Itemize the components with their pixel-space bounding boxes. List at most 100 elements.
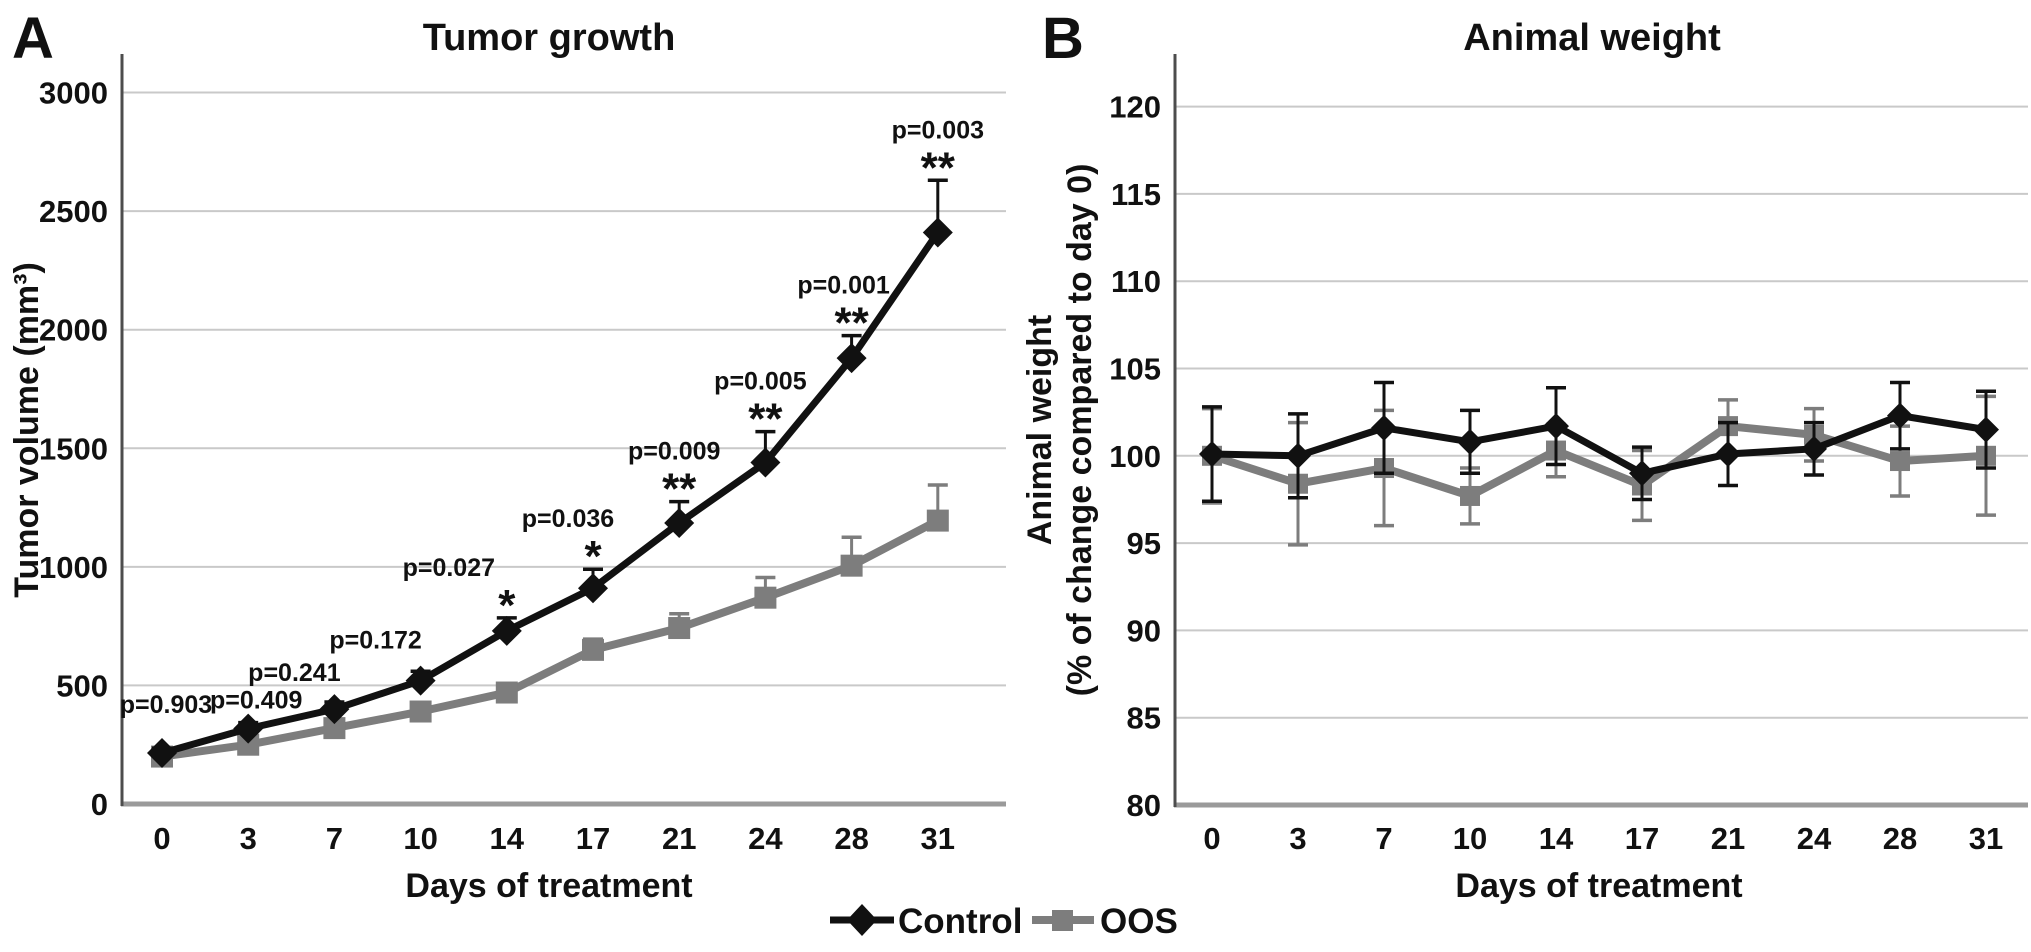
chart-b-xaxis-title: Days of treatment <box>1455 867 1742 905</box>
data-point-diamond-icon <box>1457 428 1483 455</box>
data-point-diamond-icon <box>1285 442 1311 469</box>
data-point-square-icon <box>323 717 346 740</box>
chart-b-yaxis-title-line1: Animal weight <box>1021 315 1059 545</box>
x-tick-label: 7 <box>1375 821 1392 856</box>
data-point-diamond-icon <box>664 507 695 538</box>
p-value-label: p=0.001 <box>797 272 890 300</box>
x-tick-label: 14 <box>1539 821 1574 856</box>
chart-b-title: Animal weight <box>1463 17 1721 59</box>
significance-stars: ** <box>834 299 869 348</box>
p-value-label: p=0.003 <box>892 116 984 144</box>
y-tick-label: 1000 <box>39 550 108 585</box>
y-tick-label: 95 <box>1127 526 1161 561</box>
series-line-control <box>161 230 941 757</box>
data-point-diamond-icon <box>1199 441 1225 468</box>
chart-a-xaxis-title: Days of treatment <box>405 867 692 905</box>
y-tick-label: 110 <box>1111 264 1161 299</box>
chart-a-title: Tumor growth <box>423 17 676 59</box>
panel-b-letter: B <box>1042 6 1084 71</box>
y-tick-label: 115 <box>1111 177 1161 212</box>
data-point-diamond-icon <box>750 447 781 478</box>
data-point-diamond-icon <box>147 738 177 769</box>
significance-stars: ** <box>921 143 956 192</box>
x-tick-label: 24 <box>1797 821 1832 856</box>
legend-oos-label: OOS <box>1100 902 1178 941</box>
x-tick-label: 17 <box>576 821 610 856</box>
data-point-diamond-icon <box>1371 414 1397 441</box>
data-point-diamond-icon <box>578 573 608 604</box>
data-point-square-icon <box>237 733 260 756</box>
significance-stars: * <box>498 581 516 630</box>
x-tick-label: 17 <box>1625 821 1659 856</box>
data-point-diamond-icon <box>1715 441 1741 468</box>
legend-control-label: Control <box>898 902 1022 941</box>
y-tick-label: 80 <box>1127 788 1161 823</box>
y-tick-label: 85 <box>1127 701 1161 736</box>
x-tick-label: 3 <box>1289 821 1306 856</box>
data-point-square-icon <box>409 700 432 723</box>
data-point-square-icon <box>582 638 604 661</box>
data-point-diamond-icon <box>836 343 867 374</box>
y-tick-label: 2000 <box>39 313 108 348</box>
p-value-label: p=0.027 <box>403 554 495 582</box>
y-tick-label: 2500 <box>39 194 108 229</box>
y-tick-label: 1500 <box>39 431 108 466</box>
series-line-control <box>1211 412 1987 477</box>
data-point-square-icon <box>926 509 949 532</box>
y-tick-label: 90 <box>1127 613 1161 648</box>
significance-stars: * <box>584 532 602 581</box>
chart-a-yaxis-title: Tumor volume (mm³) <box>8 262 46 598</box>
series-line-oos <box>1210 422 1987 500</box>
x-tick-label: 3 <box>240 821 257 856</box>
data-point-diamond-icon <box>405 665 436 696</box>
x-tick-label: 24 <box>748 821 783 856</box>
x-tick-label: 21 <box>1711 821 1745 856</box>
panel-a-letter: A <box>12 6 54 71</box>
x-tick-label: 10 <box>1453 821 1487 856</box>
x-tick-label: 0 <box>1203 821 1220 856</box>
data-point-diamond-icon <box>1543 413 1569 440</box>
y-tick-label: 0 <box>91 787 108 822</box>
p-value-label: p=0.241 <box>248 659 341 687</box>
legend-oos-square-icon <box>1052 910 1073 931</box>
y-tick-label: 105 <box>1109 352 1161 387</box>
data-point-diamond-icon <box>319 694 350 725</box>
y-tick-label: 3000 <box>39 76 108 111</box>
p-value-label: p=0.409 <box>210 687 302 715</box>
p-value-label: p=0.036 <box>522 505 614 533</box>
data-point-diamond-icon <box>233 713 264 744</box>
data-point-diamond-icon <box>491 615 522 646</box>
x-tick-label: 28 <box>834 821 868 856</box>
significance-stars: ** <box>662 465 697 514</box>
data-point-diamond-icon <box>922 217 953 248</box>
series-line-oos <box>161 517 940 761</box>
y-tick-label: 100 <box>1109 439 1161 474</box>
tumor-growth-plot: 0 500 1000 1500 2000 2500 3000 0 3 7 10 14 17 21 24 28 3… <box>39 54 1006 856</box>
x-tick-label: 31 <box>921 821 955 856</box>
p-value-label: p=0.009 <box>628 438 720 466</box>
animal-weight-plot: 80 85 90 95 100 105 110 115 120 0 3 7 10 14 17 21 24 28 31 <box>1109 54 2028 856</box>
significance-stars: ** <box>748 395 783 444</box>
legend: Control OOS <box>830 902 1178 941</box>
data-point-square-icon <box>1890 451 1910 472</box>
data-point-diamond-icon <box>1801 435 1827 462</box>
data-point-square-icon <box>840 554 863 577</box>
x-tick-label: 7 <box>326 821 343 856</box>
data-point-square-icon <box>495 681 518 704</box>
x-tick-label: 21 <box>662 821 696 856</box>
y-tick-label: 500 <box>56 668 108 703</box>
data-point-diamond-icon <box>1629 460 1655 487</box>
p-value-label: p=0.903 <box>120 691 212 719</box>
x-tick-label: 0 <box>153 821 170 856</box>
x-tick-label: 10 <box>403 821 437 856</box>
data-point-square-icon <box>754 586 777 609</box>
x-tick-label: 28 <box>1883 821 1917 856</box>
p-value-label: p=0.005 <box>714 368 807 396</box>
data-point-diamond-icon <box>1887 402 1913 429</box>
x-tick-label: 14 <box>490 821 525 856</box>
legend-control-diamond-icon <box>847 904 877 936</box>
data-point-square-icon <box>668 617 691 640</box>
chart-b-yaxis-title-line2: (% of change compared to day 0) <box>1061 164 1099 697</box>
